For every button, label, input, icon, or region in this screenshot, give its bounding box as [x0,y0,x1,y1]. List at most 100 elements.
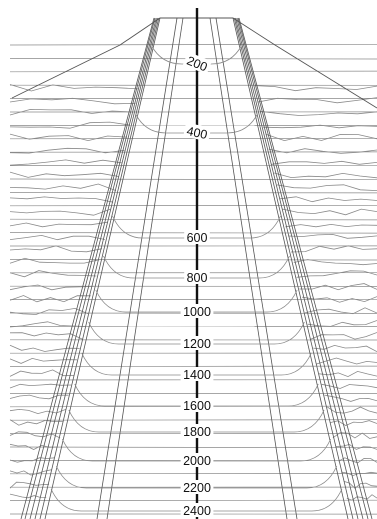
contour-label-text: 400 [185,124,208,142]
side-contour-left [9,321,86,328]
contour-labels: 2004006008001000120014001600180020002200… [180,51,214,518]
side-contour-right [307,320,377,327]
side-contour-right [321,383,377,389]
side-contour-right [341,471,377,476]
channel-wall-right [232,17,349,519]
side-contour-right [346,494,377,501]
channel-wall-left [44,17,161,519]
label-backing [184,270,210,284]
side-contour-left [9,443,58,450]
side-contour-right [279,196,377,203]
contour-label-text: 1000 [183,305,211,319]
side-contour-right [277,184,377,191]
side-contour-left [9,196,114,203]
contour-label: 1600 [180,398,214,413]
stratum-line [9,192,377,194]
side-contour-right [263,124,377,129]
label-backing [183,122,212,142]
side-contour-right [338,457,377,464]
side-contour-left [9,357,77,364]
contour-label: 800 [184,270,210,285]
channel-wall-left [24,17,156,519]
contour-label: 600 [184,230,210,245]
side-contour-right [265,133,377,142]
side-contour-left [9,344,80,352]
channel-wall-left [20,17,155,519]
side-contour-left [9,221,108,228]
contour-label: 2200 [180,480,214,495]
contour-label-text: 1200 [183,337,211,351]
label-backing [180,453,214,467]
side-contour-right [327,406,377,414]
side-contour-right [285,223,377,228]
inner-wall-line [96,17,178,519]
side-contour-lines [9,84,377,501]
contour-label-text: 1600 [183,399,211,413]
side-contour-right [274,172,377,179]
side-contour-left [9,284,94,291]
side-contour-left [9,307,89,315]
contour-label: 1800 [180,424,214,439]
contour-label-text: 2000 [183,454,211,468]
stratum-line [9,70,377,73]
side-contour-right [296,270,377,278]
contour-label-text: 1800 [183,425,211,439]
side-contour-right [332,432,377,439]
label-backing [180,503,214,517]
contour-label-text: 800 [187,271,208,285]
stratum-line [9,43,377,46]
side-contour-left [9,171,119,178]
inner-wall-line [106,17,184,519]
side-contour-left [9,133,128,142]
side-contour-right [282,208,377,216]
side-contour-left [9,419,63,426]
inner-wall-line [209,17,288,519]
stratum-line [9,137,377,140]
label-backing [180,480,214,494]
contour-label: 1400 [180,367,214,382]
side-contour-left [9,481,50,489]
side-contour-left [9,159,122,166]
label-backing [184,230,210,244]
contour-label-text: 1400 [183,368,211,382]
channel-wall-right [233,17,354,519]
side-contour-left [9,369,75,377]
side-contour-left [9,147,125,154]
contour-label: 1200 [180,336,214,351]
side-contour-left [9,295,91,303]
side-contour-right [318,370,377,378]
channel-wall-right [235,17,359,519]
label-backing [180,304,214,318]
side-contour-left [9,84,139,92]
label-backing [182,51,212,75]
side-contour-left [9,234,105,241]
contour-label-text: 2200 [183,481,211,495]
side-contour-right [299,283,377,291]
side-contour-left [9,457,55,463]
side-contour-left [9,469,52,476]
contour-label: 1000 [180,304,214,319]
channel-wall-left [29,17,157,519]
inner-wall-line [215,17,298,519]
side-contour-left [9,245,103,253]
side-contour-right [302,296,377,303]
channel-wall-right [238,17,373,519]
side-contour-right [324,394,377,402]
stratum-line [9,259,377,261]
side-contour-right [310,332,377,340]
side-contour-right [290,245,377,253]
side-contour-left [9,394,69,400]
stratum-line [9,365,377,367]
side-contour-right [335,443,377,450]
side-contour-right [288,233,377,239]
side-contour-right [271,160,377,165]
side-contour-left [9,108,133,116]
channel-wall-right [237,17,369,519]
stratum-line [9,446,377,449]
side-contour-left [9,97,136,105]
label-backing [180,367,214,381]
side-contour-left [9,183,117,191]
stratum-line [9,218,377,221]
side-contour-right [260,110,377,116]
